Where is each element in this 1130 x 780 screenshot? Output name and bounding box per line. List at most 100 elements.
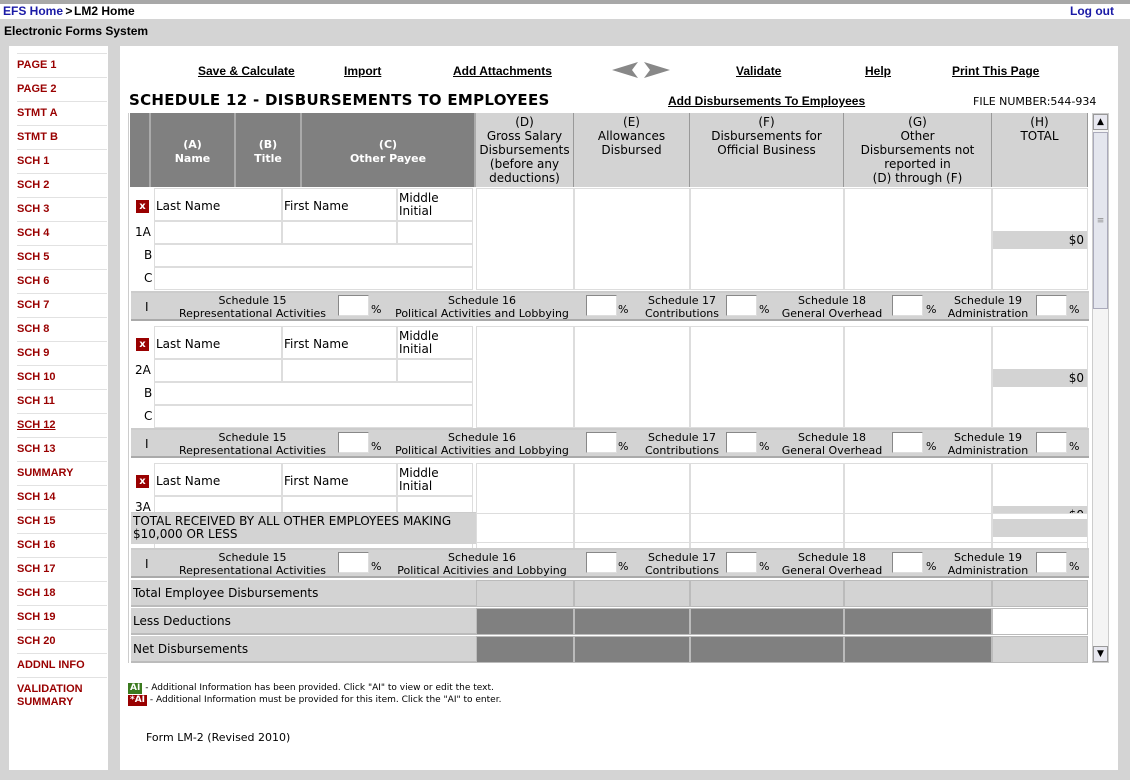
net-disbursements-row-d bbox=[476, 636, 574, 663]
arrow-right-icon[interactable] bbox=[644, 62, 670, 78]
schedule-table: (A) Name (B) Title (C) Other Payee (D) Gross S… bbox=[128, 113, 1089, 663]
amount-cell-g[interactable] bbox=[844, 188, 992, 290]
last-name-input[interactable] bbox=[154, 359, 282, 382]
sidebar-item-sch-16[interactable]: SCH 16 bbox=[17, 533, 107, 552]
sidebar-item-sch-1[interactable]: SCH 1 bbox=[17, 149, 107, 168]
legend-ai: AI - Additional Information has been pro… bbox=[128, 683, 494, 694]
middle-initial-input[interactable] bbox=[397, 359, 473, 382]
arrow-left-icon[interactable] bbox=[612, 62, 638, 78]
schedule-16-percent-input[interactable] bbox=[586, 432, 617, 453]
schedule-19-label: Administration bbox=[947, 444, 1029, 457]
validate-link[interactable]: Validate bbox=[736, 64, 782, 78]
less-deductions-row-d bbox=[476, 608, 574, 635]
scroll-thumb[interactable]: ≡ bbox=[1093, 132, 1108, 309]
sidebar-item-sch-12[interactable]: SCH 12 bbox=[17, 413, 107, 432]
percent-sign: % bbox=[1069, 303, 1080, 316]
amount-cell-e[interactable] bbox=[574, 188, 690, 290]
sidebar-item-sch-18[interactable]: SCH 18 bbox=[17, 581, 107, 600]
sidebar-item-validation-summary[interactable]: VALIDATION SUMMARY bbox=[17, 677, 107, 709]
schedule-18-percent-input[interactable] bbox=[892, 295, 923, 316]
import-link[interactable]: Import bbox=[344, 64, 382, 78]
delete-employee-icon[interactable]: x bbox=[136, 200, 149, 213]
sidebar-item-sch-7[interactable]: SCH 7 bbox=[17, 293, 107, 312]
schedule-16-percent-input[interactable] bbox=[586, 552, 617, 573]
amount-cell-e[interactable] bbox=[574, 326, 690, 428]
add-attachments-link[interactable]: Add Attachments bbox=[453, 64, 552, 78]
column-header-c-line: (C) bbox=[378, 138, 398, 151]
schedule-18-number: Schedule 18 bbox=[797, 294, 867, 307]
amount-cell-d[interactable] bbox=[476, 188, 574, 290]
amount-cell-g[interactable] bbox=[844, 326, 992, 428]
breadcrumb-current: LM2 Home bbox=[74, 4, 135, 18]
schedule-15-number: Schedule 15 bbox=[218, 431, 287, 444]
title-input[interactable] bbox=[154, 382, 473, 405]
sidebar-item-sch-11[interactable]: SCH 11 bbox=[17, 389, 107, 408]
add-disbursements-link[interactable]: Add Disbursements To Employees bbox=[668, 94, 866, 108]
last-name-input[interactable] bbox=[154, 221, 282, 244]
sidebar-item-page-2[interactable]: PAGE 2 bbox=[17, 77, 107, 96]
scroll-up-icon[interactable]: ▲ bbox=[1093, 114, 1108, 130]
sidebar-item-sch-20[interactable]: SCH 20 bbox=[17, 629, 107, 648]
middle-initial-header bbox=[397, 188, 473, 221]
schedule-19-percent-input[interactable] bbox=[1036, 295, 1067, 316]
other-employees-f-input[interactable] bbox=[690, 513, 844, 543]
schedule-16-number: Schedule 16 bbox=[447, 294, 517, 307]
sidebar-item-page-1[interactable]: PAGE 1 bbox=[17, 53, 107, 72]
schedule-19-percent-input[interactable] bbox=[1036, 432, 1067, 453]
sidebar-item-sch-3[interactable]: SCH 3 bbox=[17, 197, 107, 216]
sidebar-item-sch-9[interactable]: SCH 9 bbox=[17, 341, 107, 360]
sidebar-item-sch-2[interactable]: SCH 2 bbox=[17, 173, 107, 192]
schedule-15-percent-input[interactable] bbox=[338, 295, 369, 316]
schedule-15-percent-input[interactable] bbox=[338, 432, 369, 453]
vertical-scrollbar[interactable]: ▲ ≡ ▼ bbox=[1092, 113, 1109, 663]
sidebar-item-summary[interactable]: SUMMARY bbox=[17, 461, 107, 480]
other-employees-total bbox=[993, 519, 1087, 537]
schedule-15-percent-input[interactable] bbox=[338, 552, 369, 573]
net-disbursements-row-g bbox=[844, 636, 992, 663]
total-employee-disbursements-row: Total Employee Disbursements bbox=[131, 580, 476, 607]
schedule-17-percent-input[interactable] bbox=[726, 432, 757, 453]
schedule-18-percent-input[interactable] bbox=[892, 432, 923, 453]
middle-initial-label: Middle Initial bbox=[399, 191, 439, 218]
schedule-18-percent-input[interactable] bbox=[892, 552, 923, 573]
amount-cell-f[interactable] bbox=[690, 326, 844, 428]
amount-cell-f[interactable] bbox=[690, 188, 844, 290]
schedule-19-percent-input[interactable] bbox=[1036, 552, 1067, 573]
other-employees-d-input[interactable] bbox=[476, 513, 574, 543]
middle-initial-input[interactable] bbox=[397, 221, 473, 244]
sidebar-item-sch-13[interactable]: SCH 13 bbox=[17, 437, 107, 456]
sidebar-item-sch-15[interactable]: SCH 15 bbox=[17, 509, 107, 528]
last-name-label: Last Name bbox=[156, 474, 221, 488]
other-payee-input[interactable] bbox=[154, 267, 473, 290]
sidebar-item-sch-8[interactable]: SCH 8 bbox=[17, 317, 107, 336]
schedule-16-percent-input[interactable] bbox=[586, 295, 617, 316]
efs-home-link[interactable]: EFS Home bbox=[3, 4, 64, 18]
sidebar-item-stmt-a[interactable]: STMT A bbox=[17, 101, 107, 120]
other-employees-e-input[interactable] bbox=[574, 513, 690, 543]
amount-cell-d[interactable] bbox=[476, 326, 574, 428]
sidebar-item-sch-17[interactable]: SCH 17 bbox=[17, 557, 107, 576]
schedule-17-percent-input[interactable] bbox=[726, 552, 757, 573]
sidebar-item-addnl-info[interactable]: ADDNL INFO bbox=[17, 653, 107, 672]
sidebar-item-sch-5[interactable]: SCH 5 bbox=[17, 245, 107, 264]
other-employees-g-input[interactable] bbox=[844, 513, 992, 543]
schedule-17-percent-input[interactable] bbox=[726, 295, 757, 316]
delete-employee-icon[interactable]: x bbox=[136, 475, 149, 488]
schedule-18-label: General Overhead bbox=[781, 564, 883, 577]
sidebar-item-sch-4[interactable]: SCH 4 bbox=[17, 221, 107, 240]
first-name-input[interactable] bbox=[282, 359, 397, 382]
delete-employee-icon[interactable]: x bbox=[136, 338, 149, 351]
title-input[interactable] bbox=[154, 244, 473, 267]
sidebar-item-sch-19[interactable]: SCH 19 bbox=[17, 605, 107, 624]
scroll-down-icon[interactable]: ▼ bbox=[1093, 646, 1108, 662]
sidebar-item-sch-14[interactable]: SCH 14 bbox=[17, 485, 107, 504]
save-calculate-link[interactable]: Save & Calculate bbox=[198, 64, 295, 78]
first-name-input[interactable] bbox=[282, 221, 397, 244]
sidebar-item-stmt-b[interactable]: STMT B bbox=[17, 125, 107, 144]
sidebar-item-sch-10[interactable]: SCH 10 bbox=[17, 365, 107, 384]
help-link[interactable]: Help bbox=[865, 64, 892, 78]
sidebar-item-sch-6[interactable]: SCH 6 bbox=[17, 269, 107, 288]
logout-link[interactable]: Log out bbox=[1070, 4, 1114, 18]
print-link[interactable]: Print This Page bbox=[952, 64, 1040, 78]
other-payee-input[interactable] bbox=[154, 405, 473, 428]
